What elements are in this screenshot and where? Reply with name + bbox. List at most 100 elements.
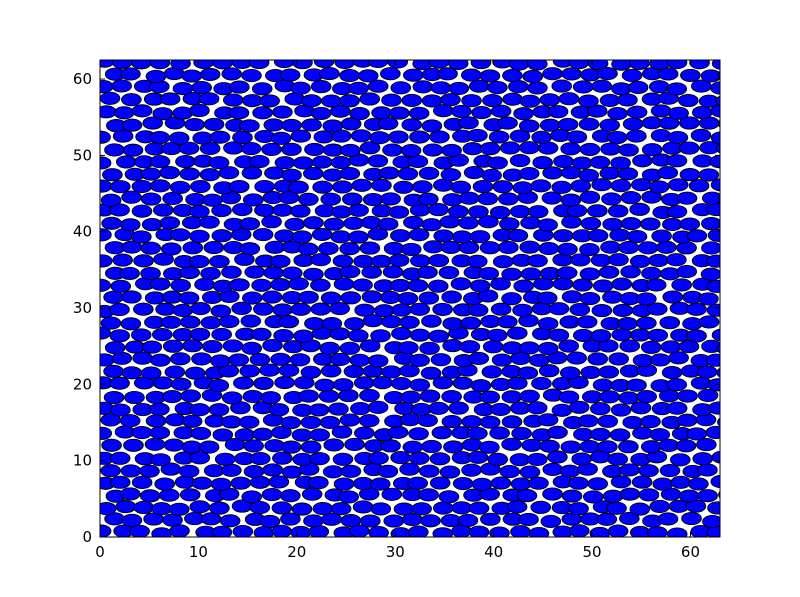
data-point [181,414,203,428]
data-point [181,216,203,230]
data-point [301,487,323,501]
data-point [339,341,361,355]
data-point [132,351,153,365]
data-point [466,254,488,268]
data-point [497,315,518,329]
x-tick-label: 10 [189,543,208,561]
data-point [469,230,491,244]
data-point [367,354,389,368]
data-point [509,154,531,168]
data-point [290,81,311,95]
data-point [498,240,519,255]
data-point [380,192,401,206]
data-point [350,129,372,143]
data-point [502,68,523,83]
y-tick-label: 0 [82,528,92,546]
data-point [169,228,191,242]
data-point [528,476,549,490]
data-point [310,253,332,267]
data-point [705,353,720,367]
data-point [162,513,183,527]
data-point [718,490,720,499]
data-point [629,254,651,268]
data-point [467,450,489,464]
data-point [566,130,588,144]
data-point [671,278,692,292]
data-point [120,317,142,331]
data-point [303,166,324,181]
data-point [599,93,621,107]
data-point [609,428,631,442]
data-point [100,193,122,207]
data-point [233,376,254,390]
data-point [441,290,462,304]
data-point [373,304,395,318]
data-point [249,451,271,466]
data-point [268,403,290,417]
data-point [666,82,688,96]
data-point [509,453,531,467]
data-point [512,303,533,317]
data-point [331,425,353,439]
data-point [340,291,362,305]
data-point [211,525,233,537]
data-point [133,500,155,515]
data-point [510,477,532,491]
data-point [517,366,539,380]
data-point [368,526,389,537]
data-point [104,341,126,355]
data-point [670,475,692,489]
data-point [390,81,412,95]
data-point [418,192,439,206]
data-point [587,60,609,71]
data-point [710,178,720,192]
data-point [539,93,561,107]
data-point [349,353,370,367]
data-point [310,278,331,292]
data-point [600,240,621,254]
data-point [479,69,501,83]
data-point [251,82,273,96]
data-point [281,465,303,479]
data-point [679,168,701,182]
data-point [629,502,651,516]
data-point [471,106,492,120]
data-point [490,104,512,118]
data-point [179,488,201,502]
data-point [450,180,472,194]
data-point [632,154,653,168]
data-point [428,329,450,343]
data-point [313,130,335,144]
data-point [448,204,469,219]
data-point [428,60,450,69]
x-tick-label: 20 [287,543,306,561]
data-point [596,512,618,526]
data-point [312,501,334,516]
data-point [319,415,341,429]
data-point [542,67,563,81]
data-point [361,265,382,279]
data-point [261,290,283,304]
data-point [617,317,638,331]
data-point [254,180,275,194]
data-point [228,106,250,120]
data-point [479,440,500,454]
data-point [561,67,582,81]
data-point [717,119,720,128]
data-point [354,303,375,317]
data-point [418,166,440,180]
data-point [243,465,265,479]
data-point [390,229,411,243]
data-point [536,291,558,305]
data-point [301,94,322,108]
data-point [481,365,503,379]
data-point [338,490,360,504]
data-point [131,475,153,490]
data-point [530,179,552,193]
data-point [551,180,572,194]
data-point [282,266,303,280]
data-point [551,79,573,93]
data-point [592,279,614,293]
data-point [228,353,250,367]
data-point [270,131,292,145]
